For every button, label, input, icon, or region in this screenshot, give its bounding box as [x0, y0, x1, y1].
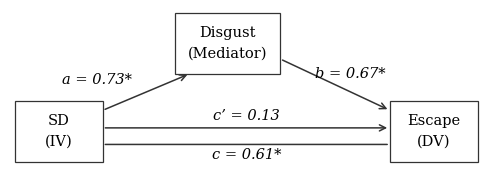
Text: b = 0.67*: b = 0.67* [314, 67, 386, 81]
Text: Escape: Escape [407, 114, 461, 128]
FancyBboxPatch shape [390, 101, 478, 162]
Text: (Mediator): (Mediator) [188, 46, 267, 60]
Text: a = 0.73*: a = 0.73* [62, 73, 132, 87]
Text: Disgust: Disgust [199, 26, 256, 40]
Text: c = 0.61*: c = 0.61* [212, 148, 281, 162]
Text: (IV): (IV) [45, 135, 72, 149]
FancyBboxPatch shape [175, 13, 280, 74]
Text: c’ = 0.13: c’ = 0.13 [213, 109, 280, 123]
FancyBboxPatch shape [15, 101, 102, 162]
Text: (DV): (DV) [417, 135, 450, 149]
Text: SD: SD [48, 114, 70, 128]
